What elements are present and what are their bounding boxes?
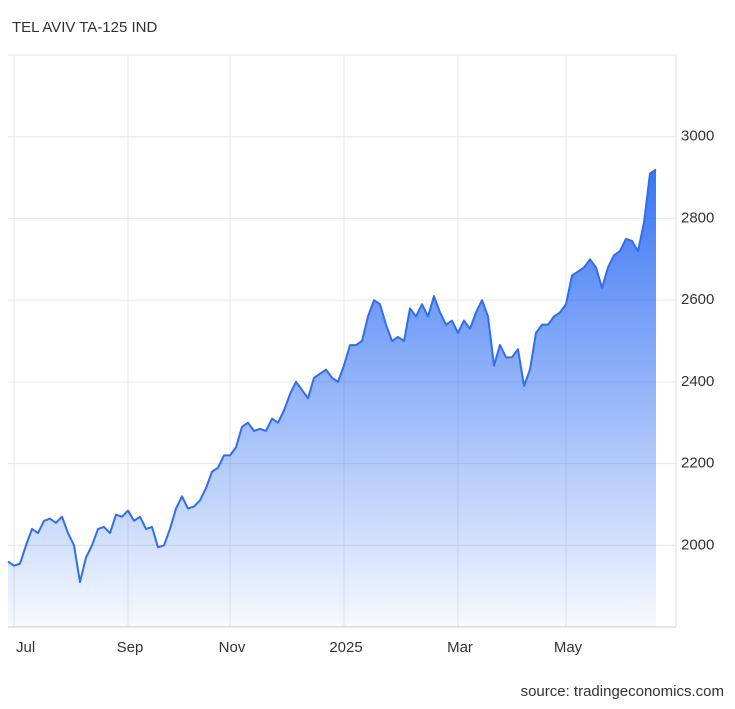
- y-tick-label: 3000: [681, 128, 714, 145]
- y-tick-label: 2000: [681, 536, 714, 553]
- y-tick-label: 2200: [681, 455, 714, 472]
- x-tick-label: Jul: [16, 639, 35, 656]
- y-tick-label: 2800: [681, 209, 714, 226]
- y-tick-label: 2400: [681, 373, 714, 390]
- x-tick-label: Sep: [117, 639, 144, 656]
- chart-title: TEL AVIV TA-125 IND: [12, 19, 158, 36]
- y-tick-label: 2600: [681, 291, 714, 308]
- area-fill: [8, 169, 656, 627]
- x-tick-label: Mar: [447, 639, 473, 656]
- line: [7, 168, 657, 584]
- x-tick-label: 2025: [329, 639, 362, 656]
- x-tick-label: Nov: [219, 639, 246, 656]
- x-tick-label: May: [554, 639, 583, 656]
- source: source: tradingeconomics.com: [521, 683, 724, 700]
